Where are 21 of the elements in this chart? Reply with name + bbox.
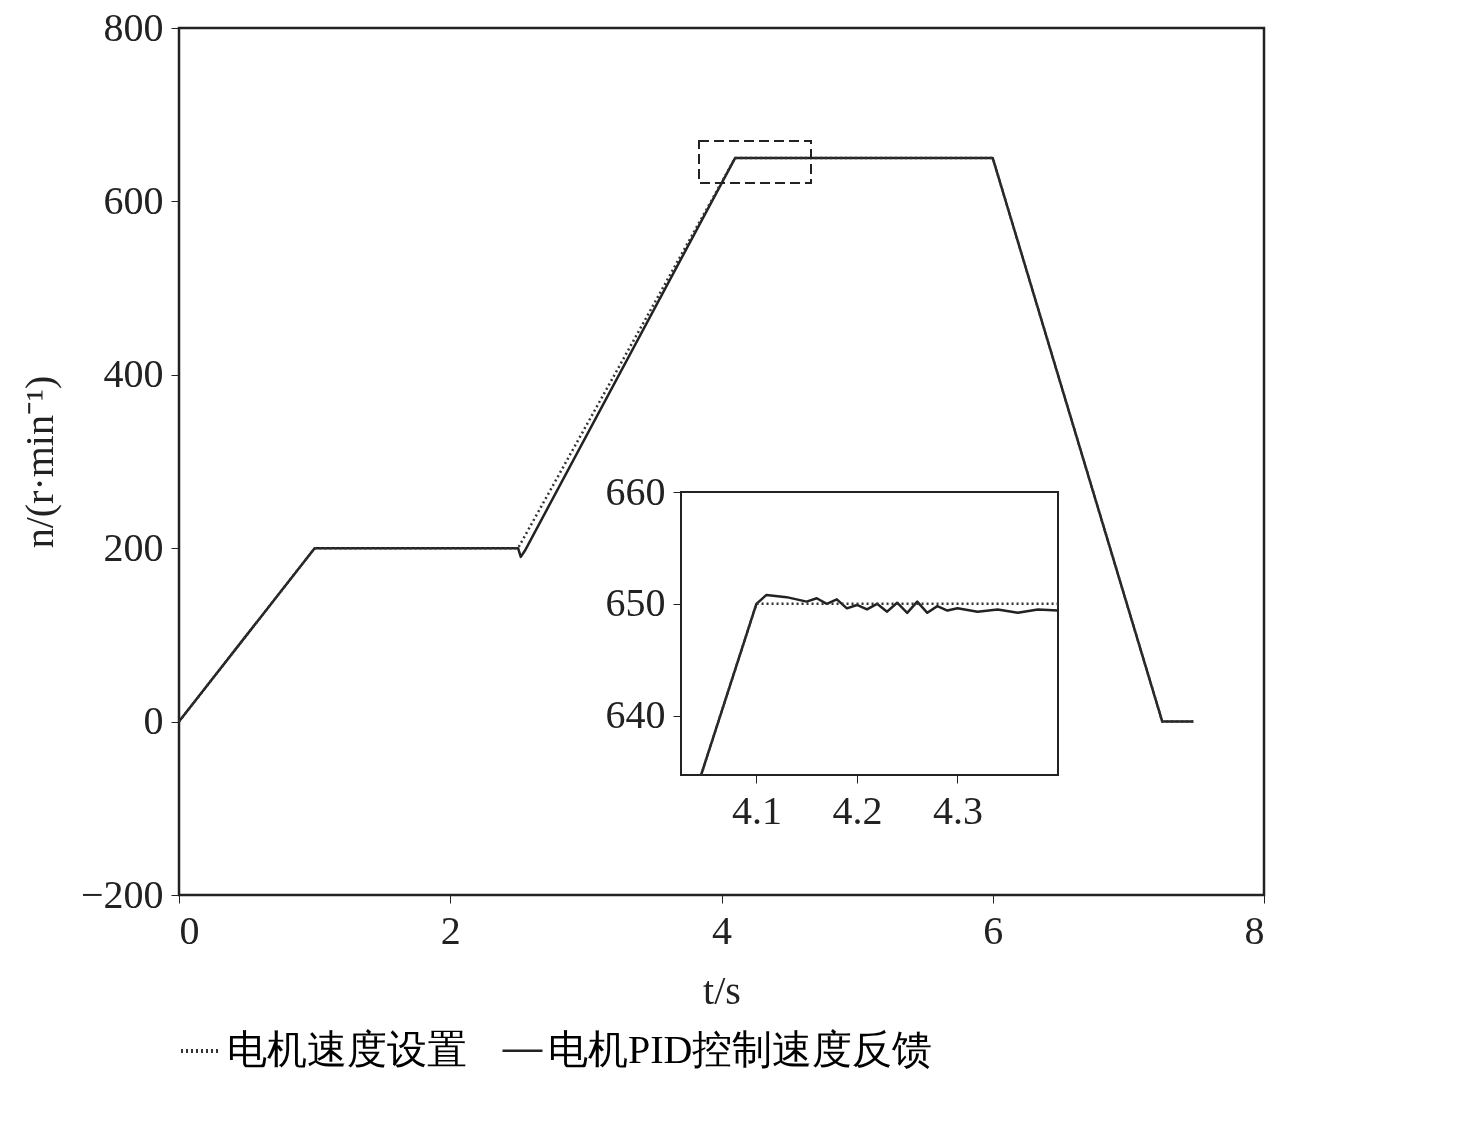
x-tick-label: 4.3 — [932, 787, 983, 833]
legend-label: 电机速度设置 — [227, 1027, 467, 1072]
y-tick-label: 650 — [605, 580, 666, 626]
y-axis-title: n/(r·min⁻¹) — [16, 375, 62, 549]
x-tick-label: 4 — [712, 907, 732, 953]
y-tick-label: −200 — [80, 871, 164, 917]
y-tick-label: 640 — [605, 692, 666, 738]
legend-label: 电机PID控制速度反馈 — [548, 1026, 933, 1072]
x-tick-label: 4.2 — [832, 787, 883, 833]
x-tick-label: 2 — [440, 907, 461, 953]
x-tick-label: 4.1 — [731, 787, 782, 833]
y-tick-label: 400 — [103, 351, 164, 397]
x-tick-label: 0 — [179, 907, 200, 953]
y-tick-label: 200 — [103, 524, 164, 570]
x-axis-title: t/s — [703, 967, 741, 1013]
y-tick-label: 800 — [103, 4, 164, 50]
y-tick-label: 660 — [605, 468, 666, 514]
y-tick-label: 0 — [143, 698, 164, 744]
x-tick-label: 8 — [1244, 907, 1265, 953]
y-tick-label: 600 — [103, 177, 164, 223]
x-tick-label: 6 — [983, 907, 1004, 953]
